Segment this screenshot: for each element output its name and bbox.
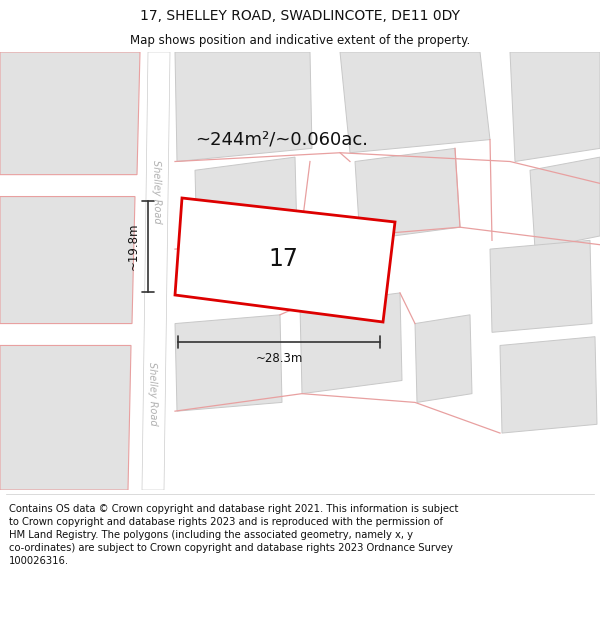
Polygon shape [195, 157, 297, 249]
Polygon shape [340, 52, 490, 152]
Text: ~28.3m: ~28.3m [256, 351, 302, 364]
Polygon shape [0, 52, 140, 174]
Polygon shape [355, 148, 460, 241]
Text: ~19.8m: ~19.8m [127, 222, 139, 270]
Polygon shape [175, 198, 395, 322]
Text: 17, SHELLEY ROAD, SWADLINCOTE, DE11 0DY: 17, SHELLEY ROAD, SWADLINCOTE, DE11 0DY [140, 9, 460, 22]
Polygon shape [0, 346, 131, 490]
Polygon shape [300, 293, 402, 394]
Text: Shelley Road: Shelley Road [151, 160, 163, 224]
Text: 17: 17 [269, 248, 299, 271]
Polygon shape [490, 241, 592, 332]
Polygon shape [500, 337, 597, 433]
Polygon shape [415, 315, 472, 402]
Text: Shelley Road: Shelley Road [148, 362, 158, 426]
Polygon shape [0, 196, 135, 324]
Polygon shape [175, 52, 312, 161]
Polygon shape [510, 52, 600, 161]
Polygon shape [142, 52, 170, 490]
Polygon shape [530, 157, 600, 249]
Polygon shape [175, 315, 282, 411]
Text: Contains OS data © Crown copyright and database right 2021. This information is : Contains OS data © Crown copyright and d… [9, 504, 458, 566]
Text: ~244m²/~0.060ac.: ~244m²/~0.060ac. [195, 131, 368, 149]
Text: Map shows position and indicative extent of the property.: Map shows position and indicative extent… [130, 34, 470, 47]
